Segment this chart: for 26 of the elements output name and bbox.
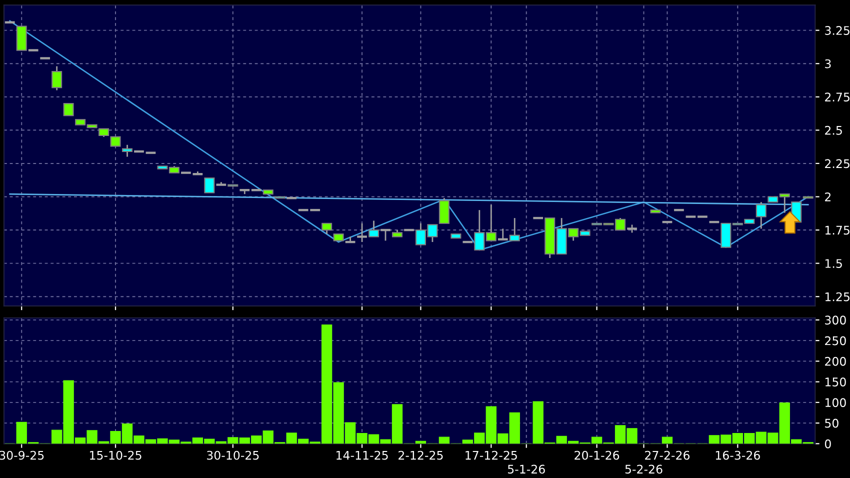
x-tick-label: 30-10-25 (207, 450, 259, 460)
y-tick-label: 1.75 (825, 226, 850, 235)
y-tick-label: 3.25 (825, 26, 850, 35)
x-tick-label: 5-1-26 (508, 464, 545, 474)
y-tick-label: 2.75 (825, 92, 850, 102)
x-tick-label: 15-10-25 (90, 450, 142, 460)
y-tick-label: 50 (825, 418, 838, 428)
y-tick-label: 250 (825, 336, 846, 346)
x-tick-label: 5-2-26 (625, 464, 662, 474)
y-tick-label: 300 (825, 316, 846, 325)
y-tick-label: 2 (825, 192, 831, 202)
y-tick-label: 3 (825, 59, 831, 68)
y-tick-label: 100 (825, 398, 846, 408)
x-tick-label: 2-12-25 (398, 450, 443, 460)
y-tick-label: 0 (824, 439, 831, 448)
x-tick-label: 17-12-25 (466, 450, 517, 460)
y-tick-label: 200 (825, 356, 846, 366)
x-tick-label: 14-11-25 (336, 450, 388, 460)
x-tick-label: 20-1-26 (574, 450, 620, 460)
x-tick-label: 27-2-26 (645, 450, 690, 460)
x-tick-label: 16-3-26 (716, 450, 760, 460)
y-tick-label: 2.5 (825, 126, 842, 135)
y-tick-label: 1.25 (825, 292, 850, 302)
y-tick-label: 2.25 (825, 159, 850, 168)
y-tick-label: 1.5 (825, 259, 842, 268)
y-tick-label: 150 (825, 378, 846, 386)
